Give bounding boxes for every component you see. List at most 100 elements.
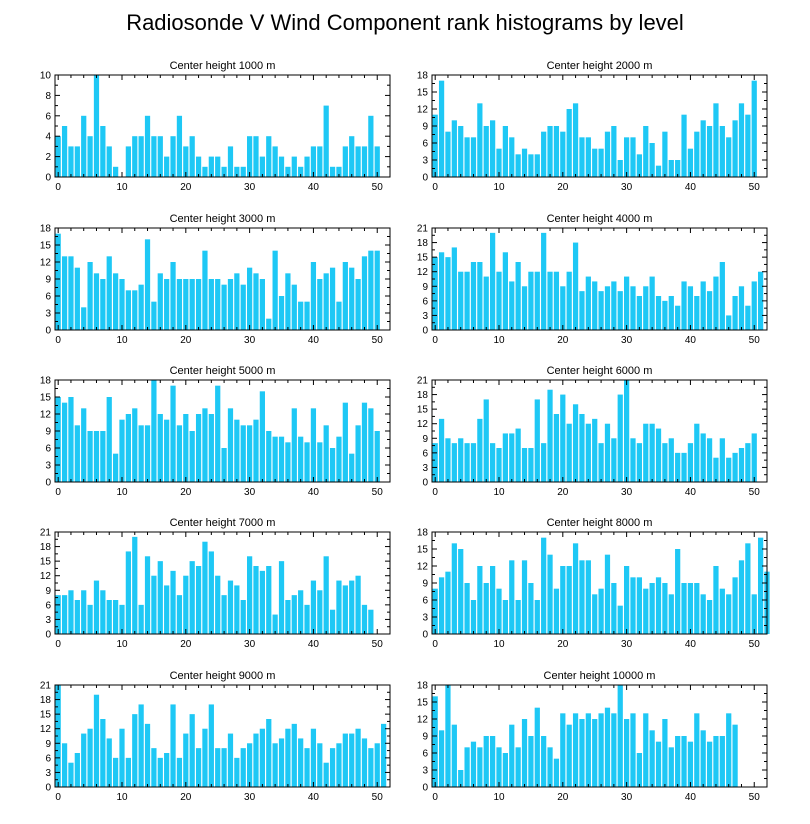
y-tick-label: 0 (422, 478, 428, 489)
histogram-bar (687, 286, 694, 330)
histogram-bar (55, 595, 61, 634)
histogram-bar (719, 262, 725, 330)
histogram-bar (100, 590, 106, 634)
histogram-bar (541, 131, 547, 177)
histogram-bar (125, 551, 131, 634)
histogram-bar (553, 126, 560, 177)
y-tick-label: 3 (422, 613, 428, 624)
histogram-bar (253, 733, 259, 787)
y-tick-label: 15 (40, 557, 52, 568)
histogram-bar (106, 738, 112, 787)
x-tick-label: 30 (621, 335, 633, 346)
histogram-bar (738, 103, 745, 177)
histogram-bar (509, 281, 515, 330)
y-tick-label: 18 (417, 681, 429, 692)
histogram-bar (624, 719, 630, 787)
y-tick-label: 3 (45, 768, 51, 779)
histogram-bar (713, 276, 719, 330)
histogram-bar (227, 580, 234, 634)
histogram-bar (611, 713, 617, 787)
histogram-bar (164, 279, 170, 330)
histogram-bar (189, 714, 195, 787)
histogram-bar (706, 741, 713, 787)
histogram-bar (61, 402, 68, 482)
histogram-bar (438, 252, 445, 330)
x-tick-label: 50 (749, 487, 761, 498)
histogram-bar (534, 399, 540, 482)
histogram-bar (221, 595, 227, 634)
histogram-bar (164, 156, 170, 177)
histogram-bar (719, 588, 725, 634)
histogram-bar (368, 115, 374, 177)
histogram-bar (298, 301, 304, 330)
histogram-bar (745, 114, 751, 177)
histogram-bar (726, 137, 732, 177)
y-tick-label: 12 (417, 267, 429, 278)
histogram-bar (119, 604, 125, 634)
panel-title: Center height 9000 m (170, 670, 276, 682)
histogram-bar (604, 423, 611, 482)
x-tick-label: 30 (244, 487, 256, 498)
histogram-bar (157, 414, 163, 482)
y-tick-label: 18 (40, 695, 52, 706)
histogram-bar (61, 595, 68, 634)
histogram-bar (745, 305, 751, 330)
histogram-bar (170, 704, 176, 787)
histogram-bar (470, 262, 477, 330)
histogram-bar (310, 728, 317, 787)
x-tick-label: 50 (372, 335, 384, 346)
histogram-bar (132, 290, 138, 330)
histogram-bar (464, 443, 470, 482)
histogram-bar (547, 747, 553, 787)
y-tick-label: 0 (45, 783, 51, 794)
histogram-bar (310, 580, 317, 634)
panel-title: Center height 2000 m (547, 60, 653, 72)
histogram-bar (368, 250, 374, 330)
histogram-bar (183, 733, 189, 787)
y-tick-label: 9 (45, 427, 51, 438)
histogram-bar (342, 402, 348, 482)
y-tick-label: 12 (40, 571, 52, 582)
x-tick-label: 20 (557, 182, 569, 193)
histogram-bar (329, 166, 336, 177)
histogram-bar (617, 291, 623, 330)
histogram-bar (361, 146, 368, 177)
histogram-bar (189, 279, 195, 330)
histogram-bar (745, 443, 751, 482)
histogram-bar (285, 600, 291, 634)
histogram-bar (662, 583, 668, 634)
histogram-bar (195, 414, 202, 482)
histogram-bar (113, 273, 119, 330)
histogram-bar (278, 156, 285, 177)
histogram-bar (100, 431, 106, 482)
histogram-bar (490, 232, 496, 330)
histogram-bar (521, 560, 528, 634)
histogram-bar (687, 148, 694, 177)
histogram-bar (183, 414, 189, 482)
histogram-bar (298, 166, 304, 177)
histogram-bar (81, 115, 87, 177)
page-title: Radiosonde V Wind Component rank histogr… (126, 10, 684, 35)
panel-title: Center height 6000 m (547, 365, 653, 377)
histogram-bar (68, 590, 74, 634)
x-tick-label: 40 (308, 792, 320, 803)
histogram-bar (189, 136, 195, 177)
histogram-bar (272, 146, 278, 177)
histogram-bar (132, 408, 138, 482)
histogram-bar (253, 566, 259, 634)
histogram-bar (636, 753, 642, 787)
histogram-bar (636, 443, 642, 482)
histogram-bar (655, 296, 662, 330)
y-tick-label: 18 (417, 528, 429, 539)
histogram-bar (477, 262, 483, 330)
x-tick-label: 10 (116, 792, 128, 803)
histogram-bar (157, 273, 163, 330)
histogram-bar (164, 585, 170, 634)
y-tick-label: 12 (417, 419, 429, 430)
histogram-bar (317, 590, 323, 634)
y-tick-label: 6 (45, 753, 51, 764)
y-tick-label: 9 (45, 586, 51, 597)
histogram-bar (349, 267, 355, 330)
histogram-bar (553, 758, 560, 787)
histogram-bar (247, 425, 253, 482)
